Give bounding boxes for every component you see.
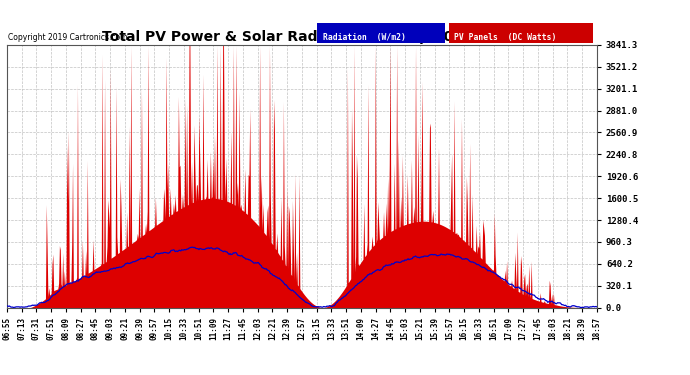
Title: Total PV Power & Solar Radiation Tue Sep 10 19:09: Total PV Power & Solar Radiation Tue Sep… [101, 30, 502, 44]
Text: PV Panels  (DC Watts): PV Panels (DC Watts) [454, 33, 556, 42]
Text: Copyright 2019 Cartronics.com: Copyright 2019 Cartronics.com [8, 33, 128, 42]
Text: Radiation  (W/m2): Radiation (W/m2) [323, 33, 406, 42]
